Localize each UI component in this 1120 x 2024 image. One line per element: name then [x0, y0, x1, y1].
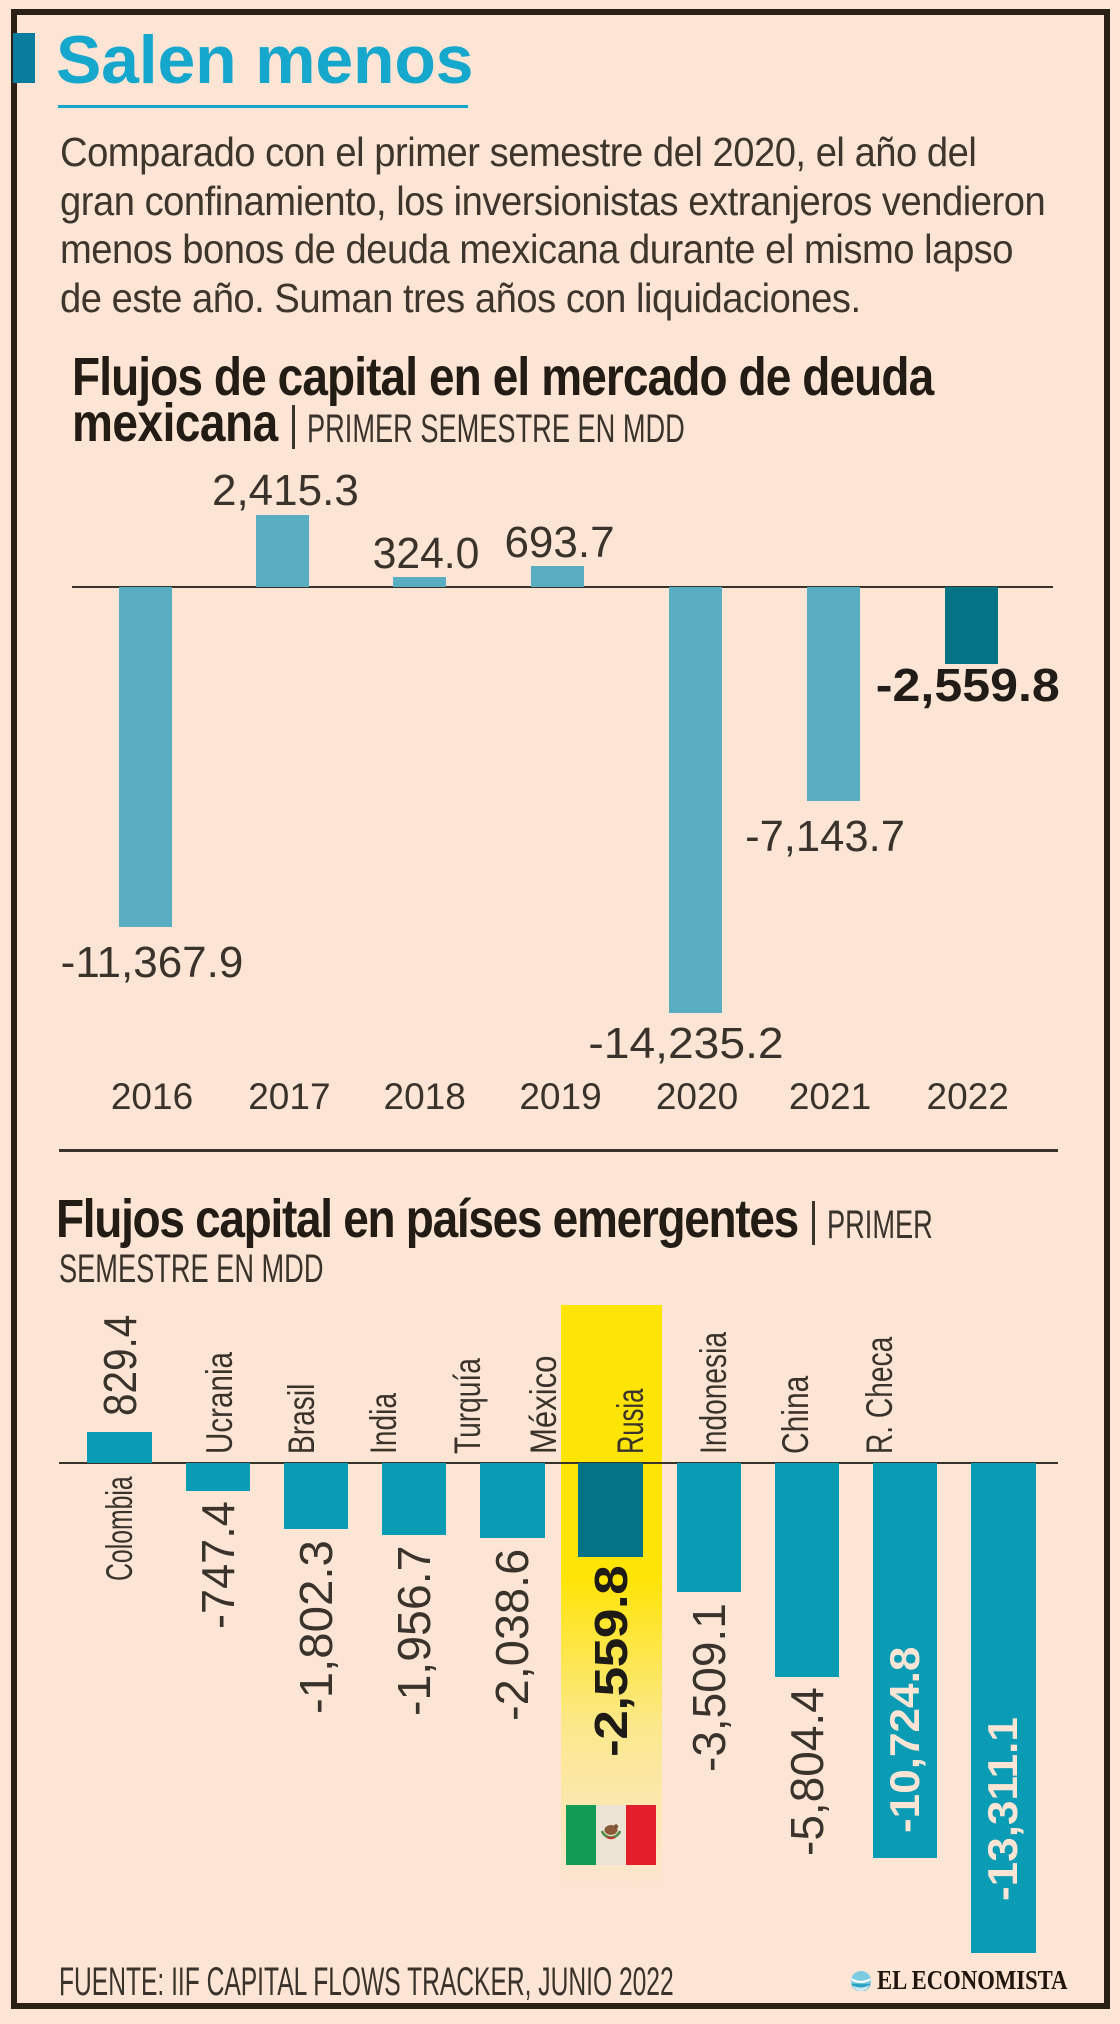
country-label-colombia: Colombia	[98, 1475, 140, 1581]
title-underline	[58, 105, 468, 108]
bar-2017	[255, 514, 309, 587]
bar-rusia	[676, 1463, 742, 1593]
chart2-title-line1: Flujos capital en países emergentes PRIME…	[56, 1191, 983, 1248]
bar-colombia	[87, 1432, 152, 1463]
country-label-rusia: Rusia	[609, 1388, 651, 1454]
chart2-title-line2: SEMESTRE EN MDD	[59, 1243, 448, 1292]
intro-text: Comparado con el primer semestre del 202…	[60, 129, 1046, 321]
value-label-2019: 693.7	[504, 517, 615, 567]
country-label-r-checa: R. Checa	[858, 1336, 900, 1454]
chart1-title-line2: mexicana PRIMER SEMESTRE EN MDD	[72, 395, 862, 452]
value-label-mexico: -2,559.8	[584, 1566, 637, 1758]
bar-2021	[806, 587, 860, 801]
value-label-2022: -2,559.8	[876, 659, 1060, 712]
value-label-brasil: -1,802.3	[290, 1540, 342, 1715]
chart1-title-line1: Flujos de capital en el mercado de deuda	[72, 349, 934, 403]
title-separator2	[811, 1201, 815, 1245]
bar-mexico	[578, 1463, 643, 1558]
source-note: FUENTE: IIF CAPITAL FLOWS TRACKER, JUNIO…	[59, 1962, 1058, 2002]
value-label-2018: 324.0	[372, 528, 480, 578]
value-label-rusia: -3,509.1	[682, 1603, 735, 1772]
chart2-subtitle-part2: SEMESTRE EN MDD	[59, 1247, 324, 1291]
value-label-2021: -7,143.7	[745, 811, 905, 861]
country-label-mexico: México	[522, 1355, 564, 1454]
bar-2022	[945, 587, 999, 664]
chart1-title-bold-line1: Flujos de capital en el mercado de deuda	[72, 345, 934, 407]
chart1-title-bold-line2: mexicana	[72, 391, 278, 453]
category-label-2021: 2021	[788, 1076, 872, 1117]
value-label-2016: -11,367.9	[60, 938, 244, 988]
country-label-indonesia: Indonesia	[692, 1332, 734, 1454]
value-label-indonesia: -5,804.4	[781, 1687, 833, 1857]
chart2-subtitle-part1: PRIMER	[826, 1203, 933, 1247]
category-label-2022: 2022	[926, 1076, 1009, 1117]
value-label-ucrania: -747.4	[191, 1501, 244, 1630]
category-label-2018: 2018	[383, 1076, 466, 1117]
bar-2016	[118, 587, 172, 927]
bar-india	[381, 1463, 447, 1535]
title-separator	[291, 405, 295, 449]
value-label-colombia: 829.4	[93, 1315, 146, 1417]
highlight-band	[561, 1305, 662, 1893]
category-label-2019: 2019	[519, 1076, 602, 1117]
source-note-text: FUENTE: IIF CAPITAL FLOWS TRACKER, JUNIO…	[59, 1960, 674, 2004]
category-label-2017: 2017	[248, 1076, 331, 1117]
bar-brasil	[283, 1463, 349, 1530]
country-label-brasil: Brasil	[280, 1383, 322, 1454]
country-label-turquia: Turquía	[446, 1358, 488, 1454]
value-label-2020: -14,235.2	[588, 1018, 784, 1068]
bar-2020	[668, 587, 722, 1013]
chart1-axis	[72, 586, 1053, 588]
bar-china	[872, 1463, 938, 1858]
bar-r-checa	[971, 1463, 1036, 1953]
category-label-2020: 2020	[655, 1076, 739, 1117]
bar-2018	[393, 577, 447, 587]
chart2-axis	[59, 1462, 1058, 1464]
country-label-ucrania: Ucrania	[199, 1352, 240, 1454]
bar-2019	[531, 566, 584, 587]
chart1-subtitle: PRIMER SEMESTRE EN MDD	[306, 407, 685, 451]
bar-ucrania	[185, 1463, 251, 1491]
brand-name: EL ECONOMISTA	[877, 1965, 1068, 1995]
mexico-flag-icon	[566, 1805, 656, 1865]
value-label-india: -1,956.7	[388, 1545, 441, 1717]
bar-turquia	[480, 1463, 545, 1539]
section-divider	[59, 1149, 1058, 1152]
frame-border	[11, 9, 1110, 2009]
category-label-2016: 2016	[110, 1076, 194, 1117]
value-label-china: -10,724.8	[881, 1646, 929, 1833]
brand-icon	[851, 1971, 871, 1991]
value-label-2017: 2,415.3	[211, 466, 359, 516]
page-title: Salen menos	[56, 22, 474, 98]
country-label-india: India	[362, 1393, 404, 1454]
bar-indonesia	[774, 1463, 840, 1677]
country-label-china: China	[774, 1375, 816, 1454]
chart2-title-bold: Flujos capital en países emergentes	[56, 1187, 799, 1249]
value-label-r-checa: -13,311.1	[979, 1716, 1027, 1901]
title-marker	[13, 33, 35, 83]
value-label-turquia: -2,038.6	[486, 1549, 539, 1722]
